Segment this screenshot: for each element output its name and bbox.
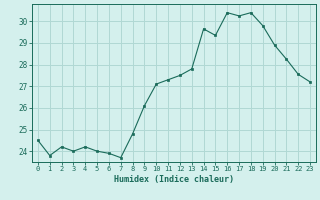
X-axis label: Humidex (Indice chaleur): Humidex (Indice chaleur) <box>114 175 234 184</box>
